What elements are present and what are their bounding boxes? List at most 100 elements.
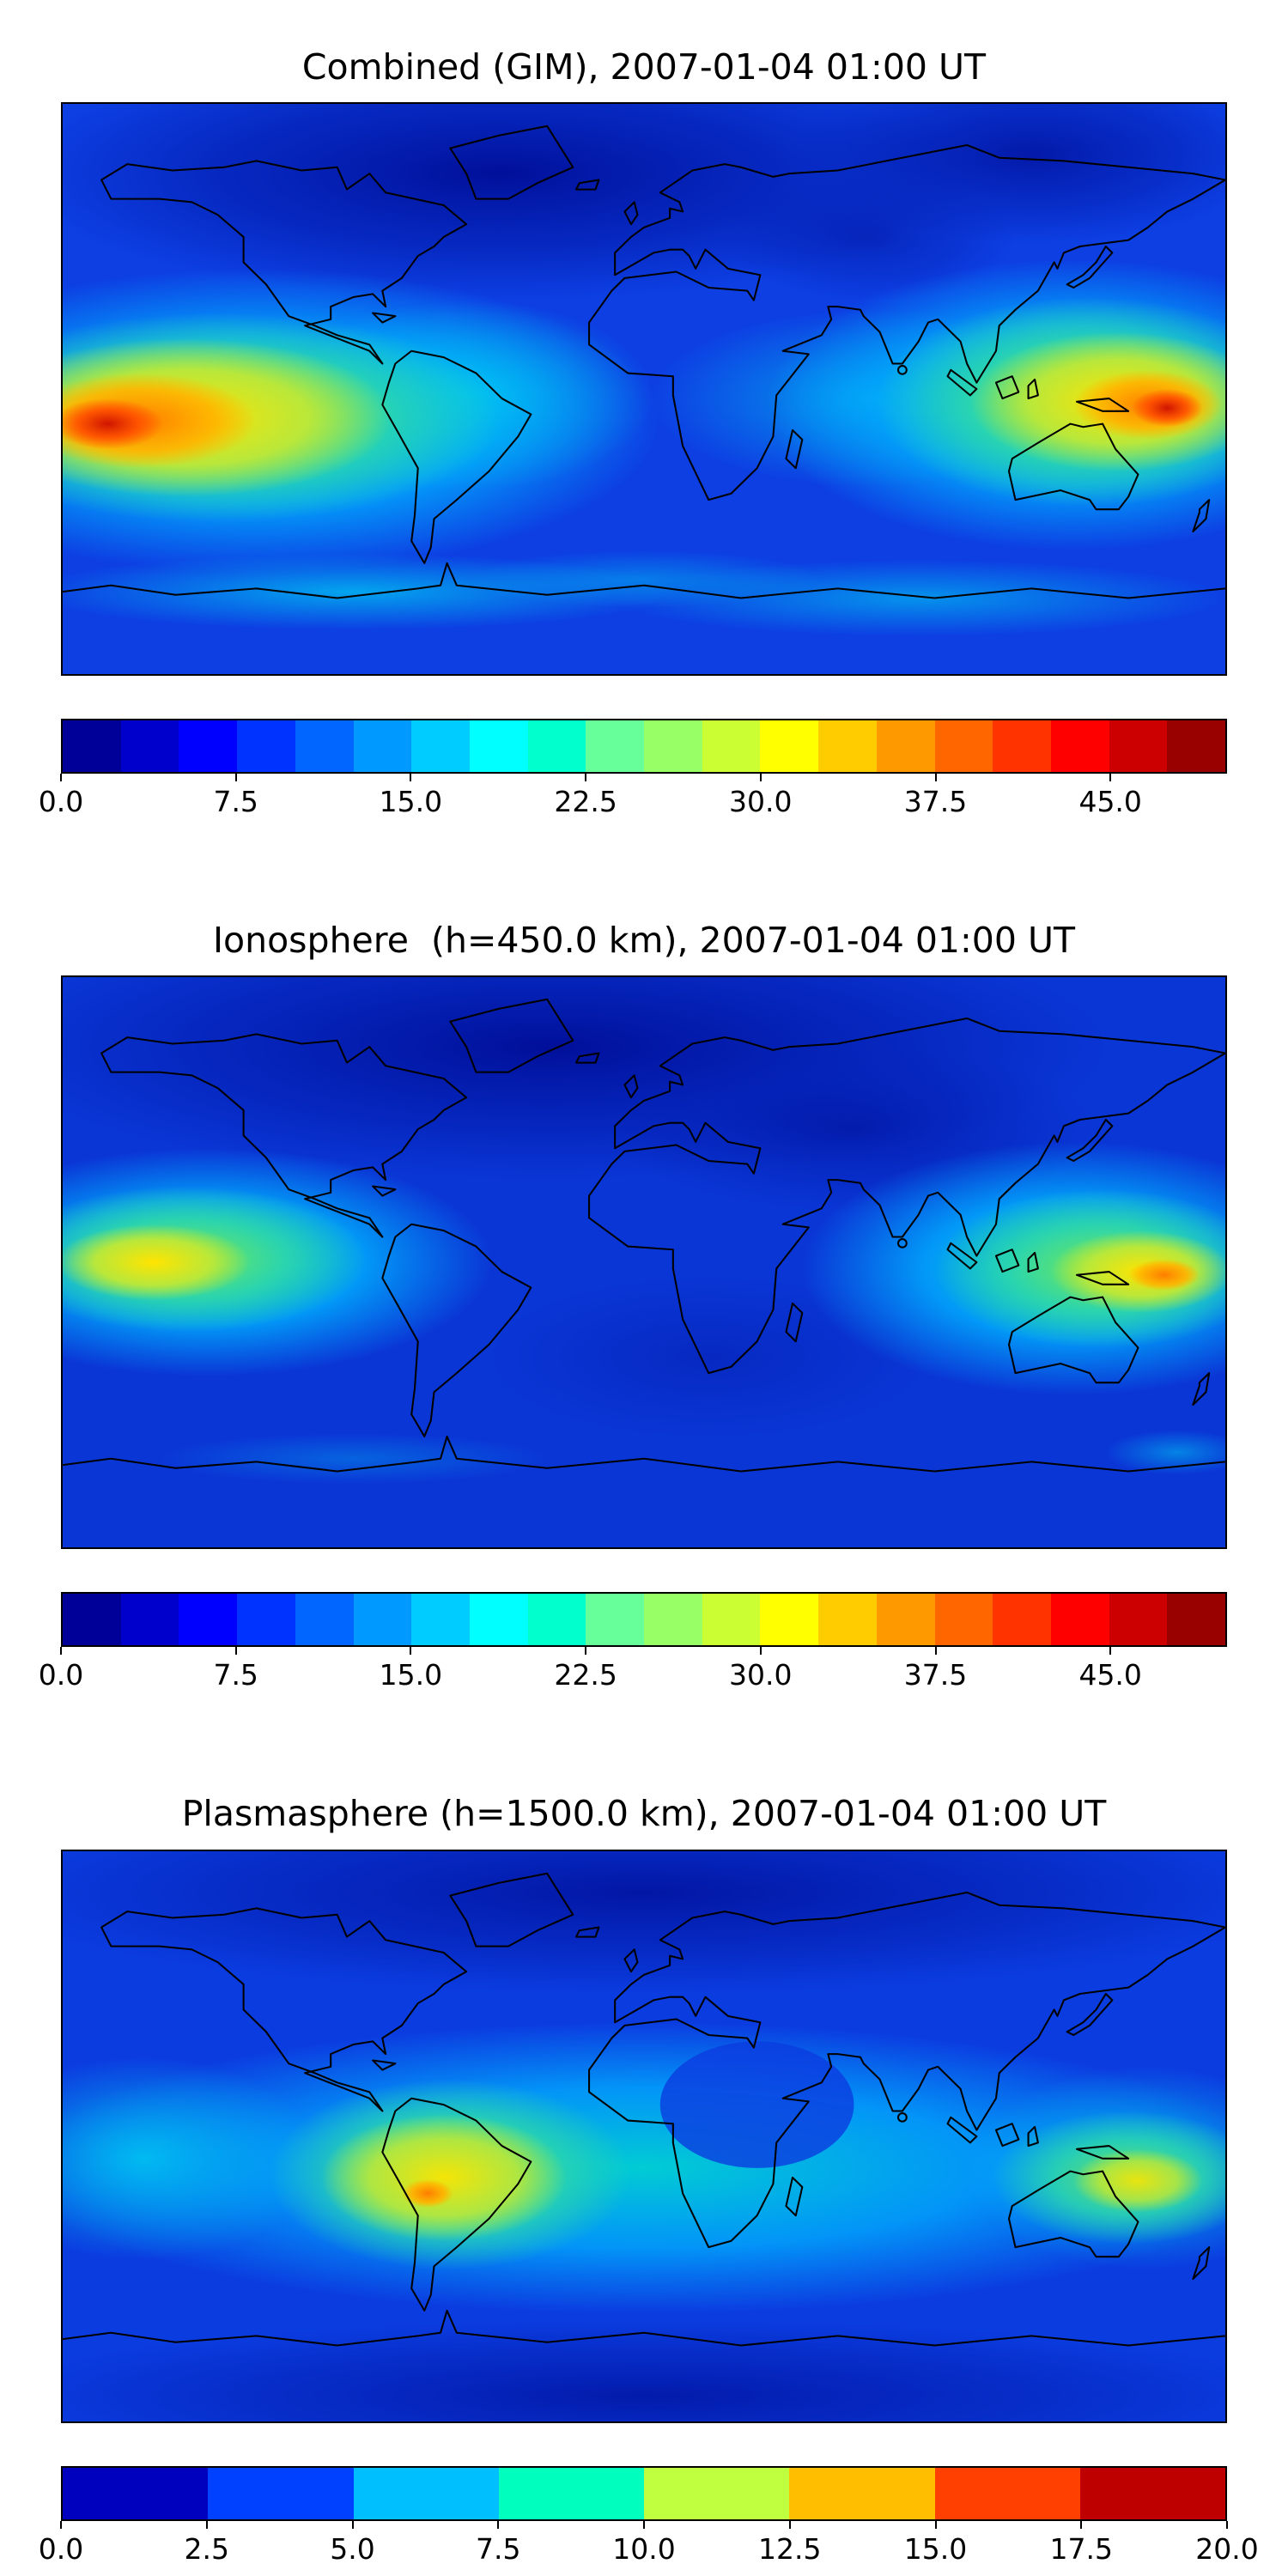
colorbar-segment xyxy=(789,2467,935,2519)
colorbar-tickmark xyxy=(1080,2520,1083,2529)
colorbar-segment xyxy=(586,1594,645,1646)
colorbar-segment xyxy=(469,720,528,773)
colorbar-segment xyxy=(411,720,470,773)
colorbar-tickmark xyxy=(234,1647,237,1656)
colorbar-segment xyxy=(934,2467,1080,2519)
panel-ionosphere-title: Ionosphere (h=450.0 km), 2007-01-04 01:0… xyxy=(212,920,1076,962)
tec-field-plasmasphere xyxy=(63,1850,1225,2421)
colorbar-tickmark xyxy=(410,774,412,782)
world-map-combined-svg xyxy=(63,104,1225,675)
colorbar-ionosphere-ticks: 0.0 7.5 15.0 22.5 30.0 37.5 45.0 xyxy=(39,1647,1227,1697)
world-map-ionosphere-svg xyxy=(63,977,1225,1548)
world-map-plasmasphere-svg xyxy=(63,1850,1225,2421)
colorbar-tickmark xyxy=(759,774,762,782)
colorbar-segment xyxy=(993,1594,1051,1646)
colorbar-tick-label: 20.0 xyxy=(1195,2531,1259,2566)
colorbar-segment xyxy=(120,720,179,773)
colorbar-segment xyxy=(179,1594,238,1646)
panel-ionosphere: Ionosphere (h=450.0 km), 2007-01-04 01:0… xyxy=(39,920,1227,1697)
colorbar-tick-label: 7.5 xyxy=(213,1658,258,1692)
colorbar-tick-label: 0.0 xyxy=(38,1658,84,1692)
colorbar-segment xyxy=(818,1594,877,1646)
colorbar-tick-label: 15.0 xyxy=(903,2531,968,2566)
colorbar-segment xyxy=(876,1594,935,1646)
colorbar-tick-label: 37.5 xyxy=(903,1658,968,1692)
colorbar-segment xyxy=(208,2467,354,2519)
panel-combined: Combined (GIM), 2007-01-04 01:00 UT xyxy=(39,46,1227,823)
colorbar-segment xyxy=(934,1594,993,1646)
colorbar-tickmark xyxy=(934,2520,937,2529)
colorbar-tick-label: 15.0 xyxy=(379,1658,443,1692)
colorbar-tick-label: 15.0 xyxy=(379,785,443,819)
colorbar-tickmark xyxy=(205,2520,208,2529)
colorbar-tickmark xyxy=(934,774,937,782)
panel-plasmasphere-title: Plasmasphere (h=1500.0 km), 2007-01-04 0… xyxy=(181,1793,1107,1835)
colorbar-segment xyxy=(179,720,238,773)
map-combined xyxy=(61,102,1227,677)
colorbar-tick-label: 12.5 xyxy=(758,2531,822,2566)
map-ionosphere xyxy=(61,975,1227,1550)
colorbar-tickmark xyxy=(788,2520,791,2529)
colorbar-segment xyxy=(1050,1594,1109,1646)
map-plasmasphere xyxy=(61,1849,1227,2423)
colorbar-tickmark xyxy=(497,2520,500,2529)
colorbar-plasmasphere-ticks: 0.0 2.5 5.0 7.5 10.0 12.5 15.0 17.5 20.0 xyxy=(39,2520,1259,2571)
colorbar-tick-label: 30.0 xyxy=(729,785,793,819)
colorbar-tick-label: 0.0 xyxy=(38,2531,84,2566)
colorbar-tickmark xyxy=(585,774,587,782)
colorbar-segment xyxy=(644,720,702,773)
colorbar-segment xyxy=(411,1594,470,1646)
colorbar-tick-label: 45.0 xyxy=(1078,785,1142,819)
colorbar-segment xyxy=(237,1594,295,1646)
colorbar-tickmark xyxy=(351,2520,354,2529)
colorbar-segment xyxy=(295,1594,354,1646)
colorbar-segment xyxy=(63,1594,121,1646)
colorbar-segment xyxy=(1167,720,1226,773)
colorbar-tickmark xyxy=(643,2520,645,2529)
colorbar-tickmark xyxy=(1226,2520,1228,2529)
colorbar-segment xyxy=(120,1594,179,1646)
colorbar-segment xyxy=(818,720,877,773)
colorbar-segment xyxy=(353,720,412,773)
tec-field-combined xyxy=(63,104,1225,636)
colorbar-tickmark xyxy=(1109,774,1112,782)
colorbar-tick-label: 22.5 xyxy=(554,785,617,819)
colorbar-segment xyxy=(63,720,121,773)
colorbar-tick-label: 10.0 xyxy=(612,2531,676,2566)
colorbar-segment xyxy=(993,720,1051,773)
colorbar-segment xyxy=(295,720,354,773)
colorbar-segment xyxy=(498,2467,644,2519)
colorbar-segment xyxy=(876,720,935,773)
colorbar-tickmark xyxy=(759,1647,762,1656)
colorbar-segment xyxy=(702,720,761,773)
colorbar-tickmark xyxy=(60,2520,62,2529)
colorbar-segment xyxy=(237,720,295,773)
colorbar-tickmark xyxy=(1109,1647,1112,1656)
colorbar-tickmark xyxy=(60,1647,62,1656)
colorbar-tick-label: 7.5 xyxy=(476,2531,521,2566)
colorbar-segment xyxy=(644,1594,702,1646)
colorbar-tickmark xyxy=(585,1647,587,1656)
colorbar-tick-label: 0.0 xyxy=(38,785,84,819)
colorbar-tick-label: 22.5 xyxy=(554,1658,617,1692)
colorbar-segment xyxy=(1109,720,1168,773)
colorbar-combined xyxy=(61,719,1227,775)
colorbar-segment xyxy=(527,720,586,773)
colorbar-tickmark xyxy=(60,774,62,782)
colorbar-segment xyxy=(469,1594,528,1646)
colorbar-segment xyxy=(1109,1594,1168,1646)
panel-combined-title: Combined (GIM), 2007-01-04 01:00 UT xyxy=(301,46,987,88)
colorbar-combined-ticks: 0.0 7.5 15.0 22.5 30.0 37.5 45.0 xyxy=(39,774,1227,823)
colorbar-tick-label: 17.5 xyxy=(1049,2531,1113,2566)
colorbar-segment xyxy=(527,1594,586,1646)
colorbar-tick-label: 7.5 xyxy=(213,785,258,819)
colorbar-plasmasphere xyxy=(61,2465,1227,2521)
colorbar-tick-label: 37.5 xyxy=(903,785,968,819)
colorbar-segment xyxy=(760,1594,819,1646)
colorbar-segment xyxy=(760,720,819,773)
colorbar-segment xyxy=(353,2467,499,2519)
colorbar-tick-label: 5.0 xyxy=(330,2531,375,2566)
colorbar-tick-label: 30.0 xyxy=(729,1658,793,1692)
colorbar-segment xyxy=(702,1594,761,1646)
